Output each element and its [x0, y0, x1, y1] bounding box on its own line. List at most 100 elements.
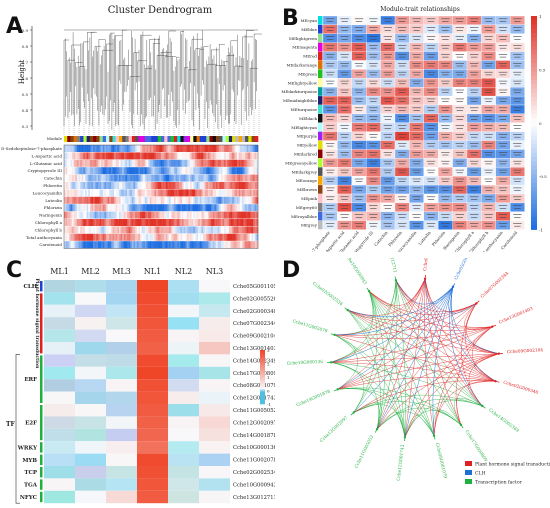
- panel-a-trait-cell: [93, 233, 95, 241]
- panel-a-trait-cell: [65, 196, 68, 204]
- panel-a-trait-cell: [73, 204, 76, 212]
- panel-a-trait-cell: [125, 204, 128, 212]
- panel-a-trait-cell: [94, 145, 97, 152]
- panel-a-trait-cell: [167, 226, 170, 234]
- panel-a-trait-cell: [107, 174, 110, 182]
- panel-a-trait-cell: [238, 167, 241, 175]
- panel-a-trait-cell: [107, 167, 110, 175]
- panel-b-cell-text: [354, 36, 364, 37]
- panel-a-trait-cell: [169, 219, 171, 226]
- panel-c-cell: [137, 366, 168, 380]
- panel-b-cell-text: [498, 178, 508, 180]
- panel-a-trait-cell: [94, 159, 97, 167]
- panel-a-trait-cell: [233, 145, 236, 152]
- panel-a-trait-cell: [123, 226, 126, 234]
- panel-a-trait-cell: [64, 145, 66, 152]
- panel-a-trait-cell: [154, 167, 157, 175]
- panel-a-trait-cell: [246, 152, 249, 160]
- panel-a-trait-cell: [193, 204, 196, 212]
- panel-b-cell: [452, 211, 468, 221]
- panel-b-cell-text: [355, 119, 363, 120]
- panel-b-scale-step: [531, 152, 537, 158]
- panel-b-cell-text: [470, 134, 479, 135]
- panel-a-trait-cell: [164, 226, 167, 234]
- panel-a-trait-cell: [198, 226, 200, 234]
- panel-b-cell: [452, 184, 468, 195]
- panel-b-cell: [495, 211, 511, 221]
- panel-b-cell-text: [384, 190, 391, 191]
- panel-a-trait-cell: [109, 189, 112, 197]
- panel-b-cell-text: [427, 92, 435, 93]
- panel-b-cell: [452, 113, 468, 123]
- panel-a-trait-cell: [177, 145, 179, 152]
- panel-a-trait-cell: [162, 145, 165, 152]
- panel-a-trait-cell: [102, 211, 105, 219]
- panel-a-trait-cell: [230, 145, 233, 152]
- panel-a-module-segment: [173, 136, 178, 142]
- panel-b-cell: [409, 140, 424, 150]
- panel-a-trait-cell: [185, 233, 188, 241]
- panel-a-trait-cell: [80, 174, 82, 182]
- panel-a-trait-cell: [164, 152, 167, 160]
- panel-a-trait-cell: [72, 145, 74, 152]
- panel-b-cell: [337, 87, 352, 97]
- panel-a-trait-cell: [159, 189, 162, 197]
- panel-a-trait-cell: [240, 196, 243, 204]
- panel-b-cell: [409, 24, 424, 34]
- panel-a-module-segment: [73, 136, 78, 142]
- panel-b-cell-text: [327, 47, 334, 49]
- panel-b-cell-text: [498, 71, 508, 73]
- panel-d-node-label: Cche02G005526: [423, 258, 432, 271]
- panel-b-cell-text: [514, 47, 521, 49]
- panel-a-trait-cell: [245, 182, 247, 189]
- panel-b-cell-text: [384, 136, 391, 138]
- panel-a-trait-cell: [190, 226, 192, 234]
- panel-a-trait-cell: [146, 196, 149, 204]
- panel-a-trait-cell: [199, 145, 202, 152]
- panel-b-cell: [351, 211, 367, 221]
- panel-c-scale-label: 1: [267, 375, 270, 380]
- panel-b-cell-text: [499, 21, 507, 22]
- panel-a-trait-cell: [243, 219, 246, 226]
- panel-a-trait-cell: [76, 152, 79, 160]
- panel-b-cell-text: [369, 107, 378, 109]
- panel-b-cell: [337, 78, 352, 88]
- panel-b-cell-text: [471, 92, 478, 93]
- panel-a-trait-cell: [198, 174, 200, 182]
- panel-a-trait-cell: [139, 159, 142, 167]
- panel-b-cell-text: [442, 65, 449, 67]
- panel-c-cell: [137, 342, 168, 355]
- panel-a-trait-cell: [156, 241, 158, 249]
- panel-a-trait-cell: [130, 152, 133, 160]
- panel-a-trait-cell: [65, 226, 68, 234]
- panel-a-dendrogram-path: [63, 29, 262, 130]
- panel-a-trait-cell: [143, 204, 146, 212]
- panel-a-trait-cell: [89, 174, 92, 182]
- panel-a-trait-cell: [109, 204, 112, 212]
- panel-a-trait-cell: [72, 174, 74, 182]
- panel-c-cell: [137, 354, 168, 367]
- panel-a-trait-cell: [94, 152, 97, 160]
- panel-a-trait-cell: [130, 211, 133, 219]
- panel-a-trait-cell: [235, 152, 238, 160]
- panel-b-cell: [409, 42, 424, 52]
- panel-b-cell: [366, 158, 381, 168]
- panel-a-trait-cell: [190, 174, 192, 182]
- panel-b-cell: [351, 193, 367, 204]
- panel-a-trait-cell: [185, 159, 188, 167]
- panel-a-trait-cell: [162, 204, 165, 212]
- panel-a-trait-cell: [91, 219, 94, 226]
- panel-b-cell-text: [513, 71, 522, 73]
- panel-a-trait-cell: [141, 211, 144, 219]
- panel-a-trait-cell: [143, 196, 146, 204]
- panel-b-cell: [481, 184, 496, 195]
- panel-a-trait-cell: [156, 204, 158, 212]
- panel-a-trait-cell: [183, 204, 186, 212]
- panel-a-trait-cell: [91, 211, 94, 219]
- panel-b-cell-text: [413, 83, 420, 85]
- panel-a-trait-cell: [233, 182, 236, 189]
- panel-b-scale-label: 1: [539, 14, 542, 19]
- panel-b-cell-text: [470, 187, 479, 189]
- panel-a-trait-cell: [204, 182, 207, 189]
- panel-a-trait-cell: [131, 182, 134, 189]
